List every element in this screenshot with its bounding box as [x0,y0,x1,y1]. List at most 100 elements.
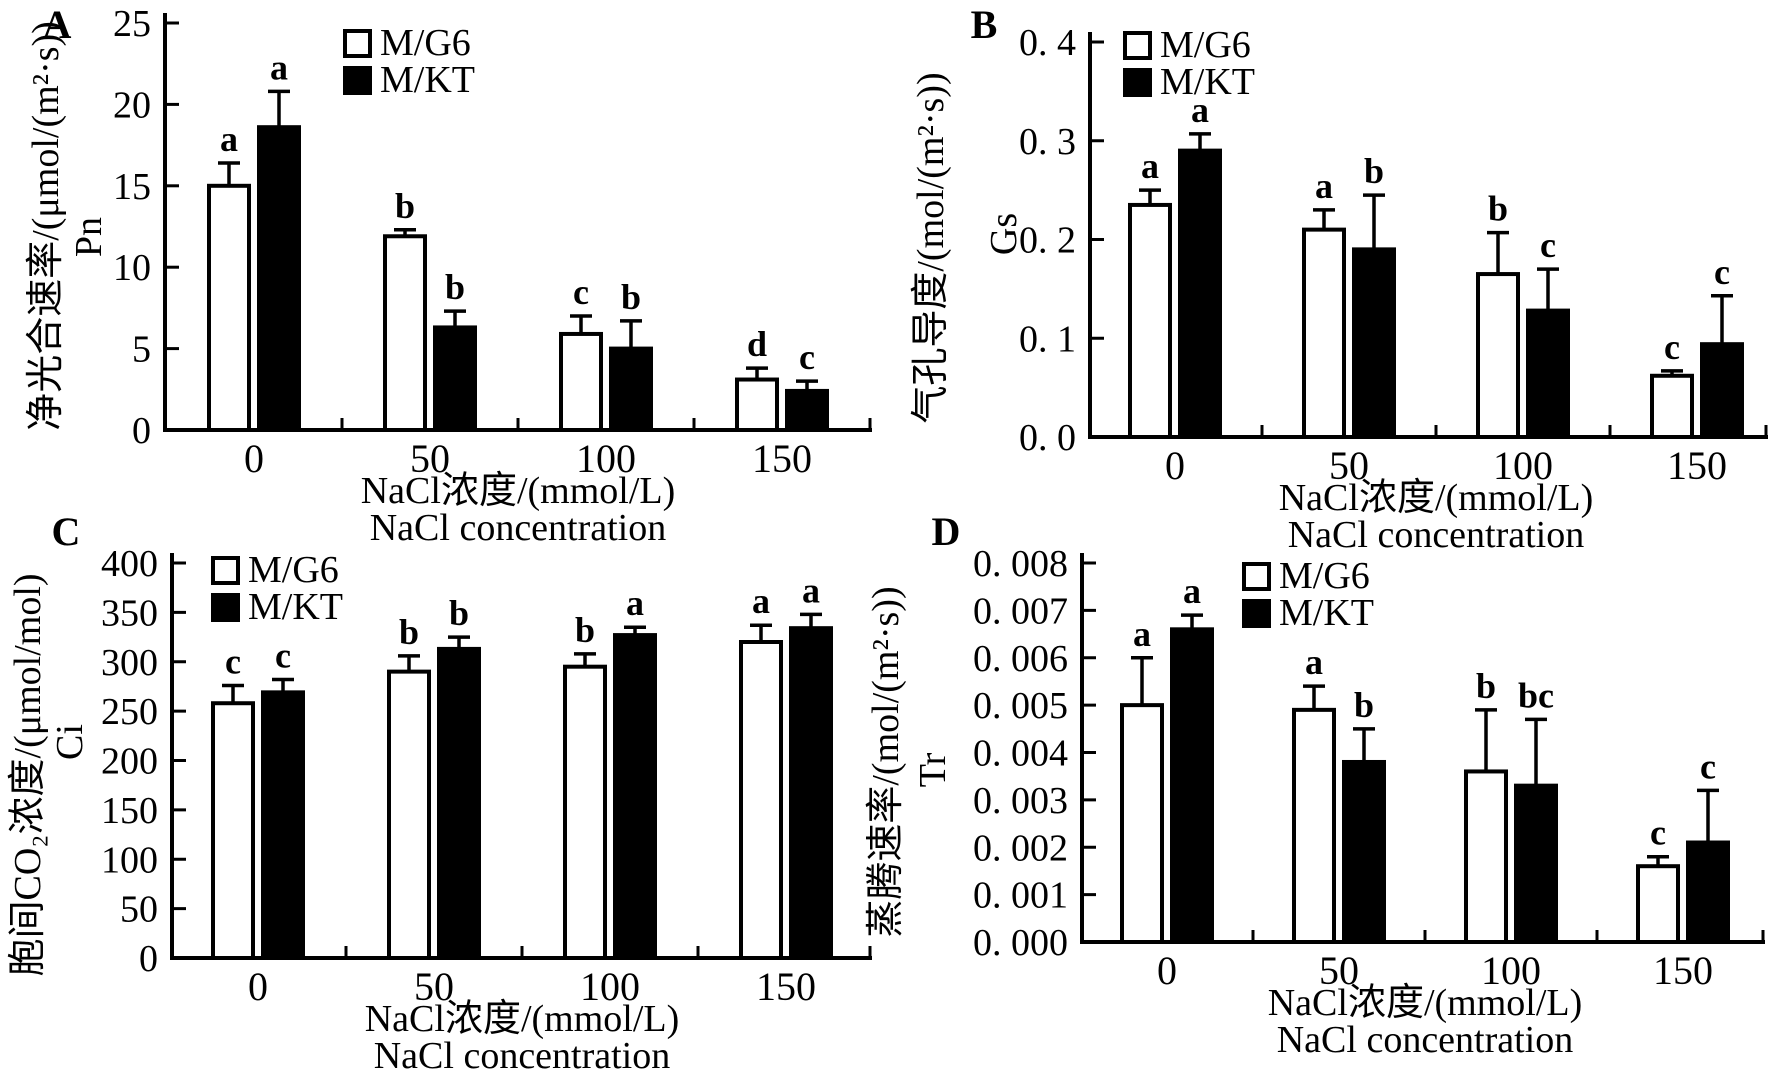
significance-letter: b [1476,666,1496,706]
panel-A-ytick-label: 10 [113,247,151,289]
panel-D: 0. 000 0. 001 0. 002 0. 003 0. 004 0. 005 0. 0… [865,509,1765,1061]
significance-letter: b [399,612,419,652]
panel-letter: D [932,509,961,554]
significance-letter: bc [1518,675,1554,715]
panel-B-ytick-label: 0. 1 [1019,318,1076,360]
x-axis-label-en: NaCl concentration [370,507,667,549]
panel-B-bar-MG6-150 [1650,373,1694,439]
panel-D-ytick-label: 0. 006 [973,638,1068,680]
y-axis-short-label: Ci [49,724,91,760]
panel-letter: B [971,2,998,47]
panel-B-ytick-label: 0. 0 [1019,417,1076,459]
legend-swatch-open [343,29,372,58]
panel-D-ytick-label: 0. 002 [973,827,1068,869]
panel-D-ytick-label: 0. 005 [973,685,1068,727]
significance-letter: a [270,47,288,87]
panel-letter: A [43,2,72,47]
legend-swatch-open [1242,562,1271,591]
significance-letter: b [445,267,465,307]
x-axis-label-en: NaCl concentration [374,1035,671,1077]
panel-D-ytick-label: 0. 004 [973,733,1068,775]
panel-D-xtick-label: 0 [1157,948,1177,993]
panel-C-ytick-label: 200 [101,741,158,783]
x-axis-label-en: NaCl concentration [1277,1019,1574,1061]
panel-B-bar-MG6-50 [1302,227,1346,439]
panel-A-bar-MKT-150 [785,388,829,433]
significance-letter: b [1364,151,1384,191]
significance-letter: c [1664,327,1680,367]
significance-letter: a [1183,571,1201,611]
panel-C-bar-MG6-100 [563,664,607,960]
panel-C-bar-MKT-0 [261,690,305,960]
significance-letter: c [1540,225,1556,265]
legend-label: M/KT [1279,592,1374,634]
significance-letter: b [395,186,415,226]
panel-D-ytick-label: 0. 007 [973,590,1068,632]
panel-D-bar-MG6-150 [1636,864,1680,945]
x-axis-label-en: NaCl concentration [1288,514,1585,556]
legend-label: M/G6 [380,22,471,64]
panel-B-ytick-label: 0. 2 [1019,220,1076,262]
panel-B-xtick-label: 0 [1165,443,1185,488]
x-axis-label-zh: NaCl浓度/(mmol/L) [365,998,680,1040]
significance-letter: a [1315,166,1333,206]
panel-D-xtick-label: 100 [1481,948,1541,993]
significance-letter: b [1354,685,1374,725]
panel-C-bar-MKT-100 [613,633,657,961]
significance-letter: c [225,641,241,681]
panel-B-ytick-label: 0. 3 [1019,121,1076,163]
panel-B-bar-MKT-150 [1700,342,1744,439]
panel-C-xtick-label: 50 [414,964,454,1009]
panel-B-bar-MKT-50 [1352,247,1396,439]
significance-letter: a [1141,146,1159,186]
panel-B-bar-MG6-100 [1476,272,1520,439]
panel-C-bar-MG6-150 [739,640,783,960]
panel-C-ytick-label: 400 [101,543,158,585]
significance-letter: c [799,337,815,377]
panel-B-xtick-label: 100 [1493,443,1553,488]
panel-D-bar-MG6-0 [1120,703,1164,944]
panel-D-ytick-label: 0. 000 [973,922,1068,964]
panel-B-bar-MKT-0 [1178,148,1222,439]
legend-swatch-open [1123,31,1152,60]
significance-letter: b [575,610,595,650]
panel-D-bar-MKT-100 [1514,783,1558,944]
significance-letter: d [747,324,767,364]
panel-A-bar-MKT-50 [433,325,477,433]
significance-letter: c [1650,813,1666,853]
panel-A-xtick-label: 0 [244,436,264,481]
panel-C-ytick-label: 150 [101,790,158,832]
y-axis-short-label: Pn [68,217,110,257]
panel-D-bar-MG6-50 [1292,707,1336,944]
panel-C-ytick-label: 100 [101,839,158,881]
y-axis-label: 蒸腾速率/(mol/(m²·s)) [865,586,907,937]
y-axis-label: 净光合速率/(μmol/(m²·s)) [25,21,67,431]
significance-letter: a [752,581,770,621]
legend-swatch-solid [1123,68,1152,97]
panel-A-xtick-label: 50 [410,436,450,481]
panel-A-xtick-label: 100 [576,436,636,481]
panel-A-ytick-label: 0 [132,410,151,452]
panel-A-ytick-label: 5 [132,329,151,371]
panel-A-xtick-label: 150 [752,436,812,481]
panel-B-xtick-label: 50 [1329,443,1369,488]
significance-letter: c [275,636,291,676]
panel-B-bar-MG6-0 [1128,202,1172,439]
significance-letter: c [1700,746,1716,786]
panel-D-bar-MG6-100 [1464,769,1508,945]
legend-label: M/G6 [1279,555,1370,597]
y-axis-short-label: Gs [983,213,1025,255]
panel-C-ytick-label: 300 [101,642,158,684]
panel-D-ytick-label: 0. 008 [973,543,1068,585]
legend-swatch-solid [343,66,372,95]
panel-A-bar-MG6-150 [735,377,779,433]
panel-C-bar-MG6-0 [211,701,255,960]
y-axis-short-label: Tr [912,752,954,787]
panel-B-xtick-label: 150 [1667,443,1727,488]
y-axis-label: 气孔导度/(mol/(m²·s)) [910,72,952,423]
significance-letter: a [1133,614,1151,654]
panel-C-ytick-label: 0 [139,938,158,980]
